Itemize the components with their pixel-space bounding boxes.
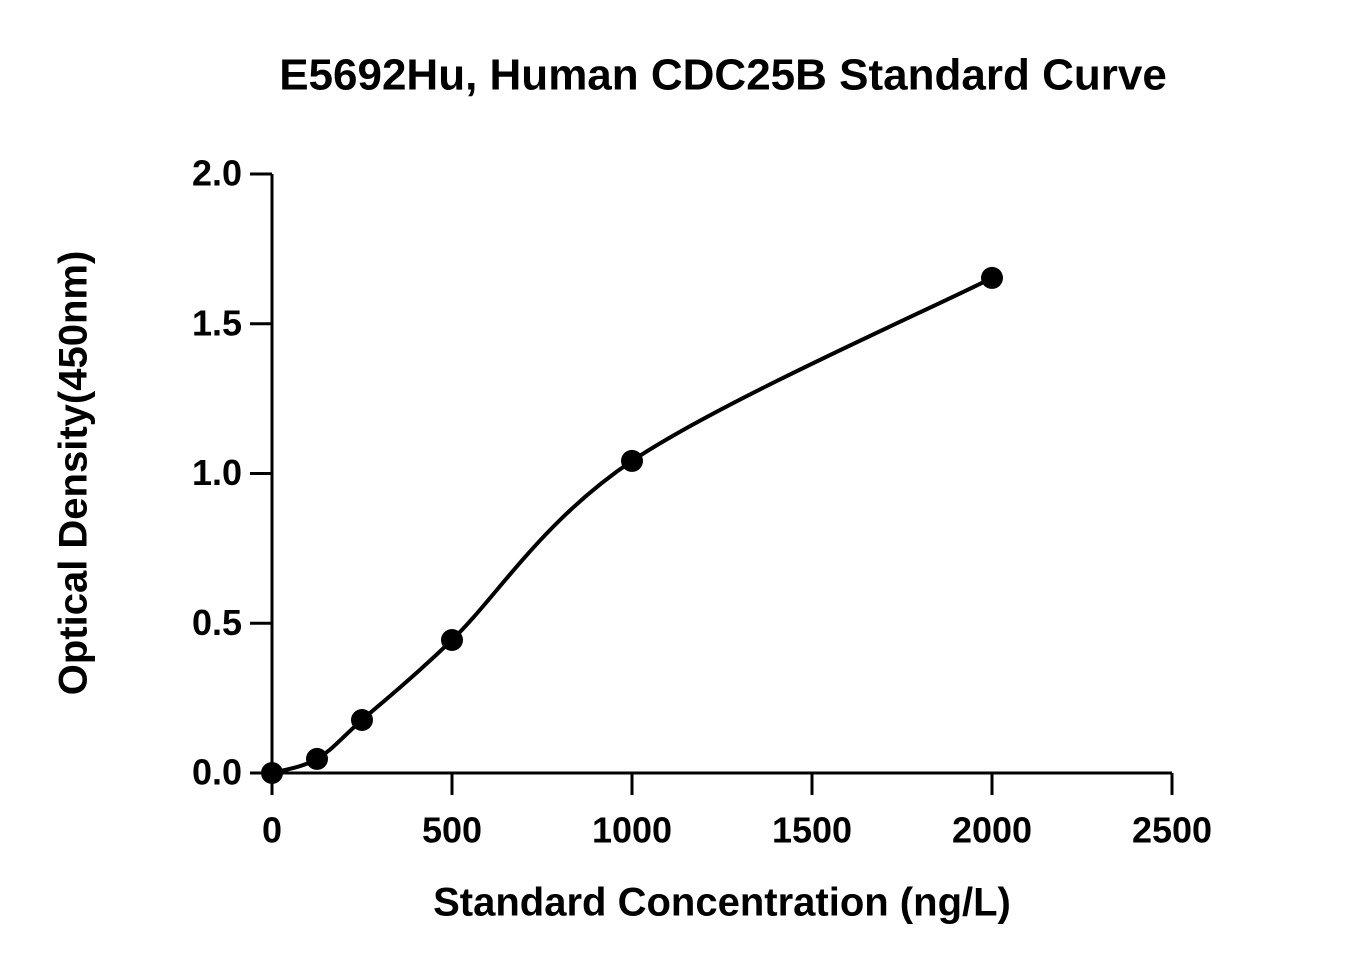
data-point — [441, 629, 463, 652]
x-tick-label: 2000 — [952, 810, 1032, 851]
fit-curve — [271, 276, 993, 775]
x-tick-label: 2500 — [1132, 810, 1212, 851]
x-tick-label: 500 — [422, 810, 482, 851]
y-tick-label: 1.0 — [192, 452, 242, 493]
data-point — [981, 266, 1003, 289]
y-tick-label: 1.5 — [192, 302, 242, 343]
x-axis-label: Standard Concentration (ng/L) — [433, 881, 1011, 925]
y-tick-label: 2.0 — [192, 153, 242, 194]
chart-title: E5692Hu, Human CDC25B Standard Curve — [279, 51, 1167, 100]
data-point — [351, 708, 373, 731]
y-axis-label: Optical Density(450nm) — [52, 251, 96, 696]
y-tick-label: 0.0 — [192, 752, 242, 793]
data-point — [306, 747, 328, 770]
x-tick-label: 0 — [262, 810, 282, 851]
data-point — [621, 449, 643, 472]
data-point — [261, 762, 283, 784]
x-tick-label: 1500 — [772, 810, 852, 851]
x-tick-label: 1000 — [592, 810, 672, 851]
y-tick-label: 0.5 — [192, 602, 242, 643]
